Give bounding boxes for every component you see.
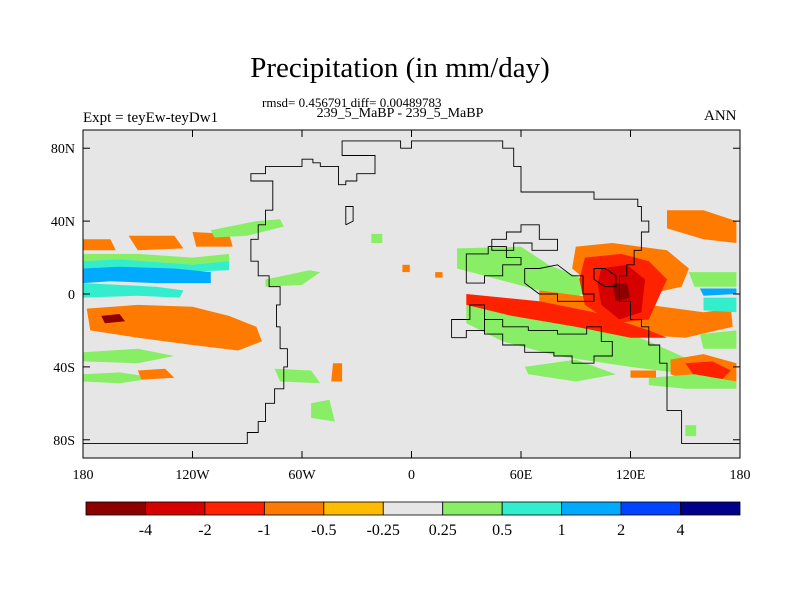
x-tick-label: 120E bbox=[616, 468, 646, 483]
coastline bbox=[345, 206, 354, 226]
run-comparison-label: 239_5_MaBP - 239_5_MaBP bbox=[316, 106, 484, 121]
colorbar-label: -4 bbox=[139, 522, 152, 539]
precip-contour-region bbox=[265, 270, 321, 287]
precip-contour-region bbox=[83, 239, 116, 251]
colorbar-swatch bbox=[442, 501, 503, 516]
coastline bbox=[593, 268, 617, 288]
rmsd-diff-stats: rmsd= 0.456791 diff= 0.00489783 bbox=[262, 95, 442, 110]
precip-contour-region bbox=[86, 304, 262, 351]
precip-contour-region bbox=[83, 348, 175, 364]
x-tick-label: 180 bbox=[73, 468, 94, 483]
y-tick-label: 40S bbox=[53, 361, 75, 376]
y-tick-label: 80N bbox=[51, 142, 75, 157]
precip-contour-region bbox=[466, 304, 689, 375]
precip-contour-region bbox=[274, 368, 321, 384]
precip-contour-region bbox=[703, 297, 737, 313]
colorbar-label: -0.5 bbox=[311, 522, 336, 539]
precip-contour-region bbox=[648, 374, 737, 389]
chart-title: Precipitation (in mm/day) bbox=[250, 52, 550, 84]
coastline-layer bbox=[83, 140, 740, 444]
y-tick-label: 0 bbox=[68, 288, 75, 303]
colorbar-swatch bbox=[382, 501, 444, 516]
precip-contour-region bbox=[402, 264, 410, 273]
precip-contour-region bbox=[688, 272, 737, 287]
coastline bbox=[524, 264, 595, 302]
season-label: ANN bbox=[704, 108, 737, 124]
colorbar-label: 4 bbox=[677, 522, 685, 539]
precip-contour-region bbox=[699, 330, 737, 349]
precip-contour-region bbox=[685, 425, 697, 437]
precip-contour-region bbox=[371, 233, 383, 243]
precip-contour-region bbox=[612, 283, 631, 302]
x-tick-label: 120W bbox=[175, 468, 210, 483]
x-tick-label: 60W bbox=[288, 468, 316, 483]
x-tick-label: 180 bbox=[730, 468, 751, 483]
colorbar-label: 0.25 bbox=[429, 522, 457, 539]
colorbar-label: -1 bbox=[258, 522, 271, 539]
experiment-label: Expt = teyEw-teyDw1 bbox=[83, 110, 219, 126]
precip-contour-region bbox=[699, 288, 737, 296]
coastline bbox=[83, 140, 740, 444]
precip-contour-region bbox=[137, 368, 175, 380]
x-tick-label: 0 bbox=[408, 468, 415, 483]
colorbar-label: 0.5 bbox=[492, 522, 512, 539]
colorbar-swatch bbox=[680, 501, 741, 516]
colorbar-label: -0.25 bbox=[367, 522, 400, 539]
colorbar: -4 -2 -1 -0.5 -0.25 0.25 0.5 1 2 4 bbox=[85, 501, 741, 539]
colorbar-swatch bbox=[501, 501, 563, 516]
precip-contour-region bbox=[457, 246, 594, 298]
colorbar-swatch bbox=[85, 501, 146, 516]
colorbar-swatch bbox=[263, 501, 325, 516]
coastline bbox=[491, 224, 558, 251]
coastline bbox=[451, 304, 613, 364]
y-tick-label: 40N bbox=[51, 215, 75, 230]
precip-contour-region bbox=[83, 372, 156, 384]
precip-contour-region bbox=[435, 272, 443, 278]
precip-contour-region bbox=[311, 399, 335, 422]
precip-contour-region bbox=[128, 235, 184, 251]
colorbar-label: 2 bbox=[617, 522, 625, 539]
coastline bbox=[465, 246, 522, 284]
y-axis: 80N 40N 0 40S 80S bbox=[51, 142, 740, 449]
precip-contour-region bbox=[630, 370, 656, 378]
precip-contour-region bbox=[101, 314, 125, 324]
contour-fill-layer bbox=[83, 210, 737, 437]
colorbar-label: -2 bbox=[198, 522, 211, 539]
precip-contour-region bbox=[466, 294, 667, 338]
colorbar-swatch bbox=[204, 501, 265, 516]
precip-contour-region bbox=[667, 210, 737, 243]
colorbar-swatch bbox=[145, 501, 206, 516]
colorbar-swatch bbox=[620, 501, 681, 516]
y-tick-label: 80S bbox=[53, 434, 75, 449]
precip-contour-region bbox=[524, 359, 616, 382]
colorbar-swatch bbox=[561, 501, 622, 516]
precip-contour-region bbox=[83, 266, 211, 284]
precip-contour-region bbox=[331, 363, 343, 382]
x-tick-label: 60E bbox=[510, 468, 533, 483]
precip-contour-region bbox=[83, 283, 184, 298]
colorbar-swatch bbox=[323, 501, 384, 516]
colorbar-label: 1 bbox=[558, 522, 566, 539]
x-axis: 180 120W 60W 0 60E 120E 180 bbox=[73, 130, 751, 483]
